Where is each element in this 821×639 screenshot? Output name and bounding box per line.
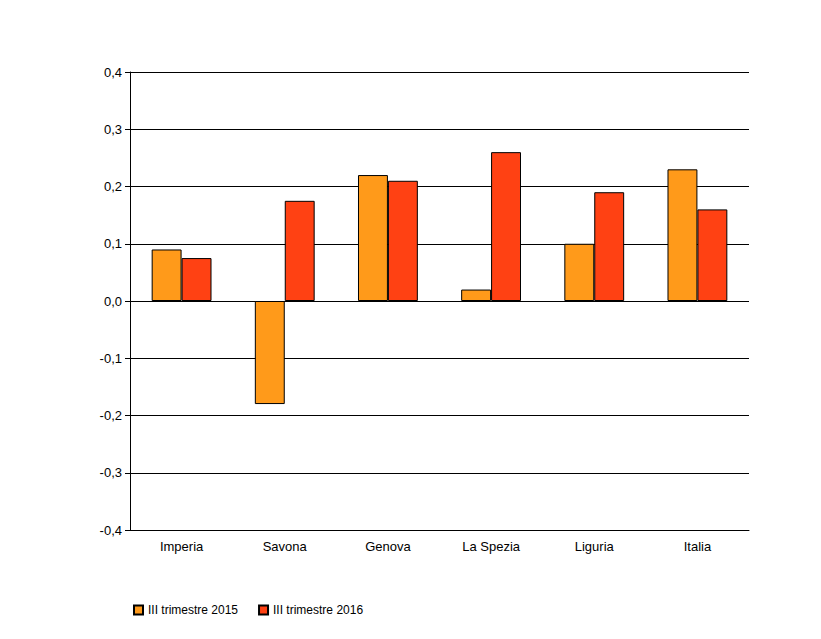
svg-text:La Spezia: La Spezia: [462, 539, 521, 554]
svg-text:III trimestre 2016: III trimestre 2016: [273, 603, 363, 617]
svg-text:Imperia: Imperia: [160, 539, 204, 554]
svg-text:Italia: Italia: [684, 539, 712, 554]
svg-text:Savona: Savona: [263, 539, 308, 554]
svg-text:0,0: 0,0: [104, 294, 122, 309]
svg-text:Genova: Genova: [365, 539, 411, 554]
svg-text:0,1: 0,1: [104, 236, 122, 251]
svg-text:0,3: 0,3: [104, 122, 122, 137]
svg-text:III trimestre 2015: III trimestre 2015: [148, 603, 238, 617]
svg-text:-0,3: -0,3: [100, 465, 122, 480]
svg-text:Liguria: Liguria: [575, 539, 615, 554]
svg-text:0,4: 0,4: [104, 65, 122, 80]
svg-text:0,2: 0,2: [104, 179, 122, 194]
svg-text:-0,2: -0,2: [100, 408, 122, 423]
svg-text:-0,1: -0,1: [100, 351, 122, 366]
svg-text:-0,4: -0,4: [100, 523, 122, 538]
